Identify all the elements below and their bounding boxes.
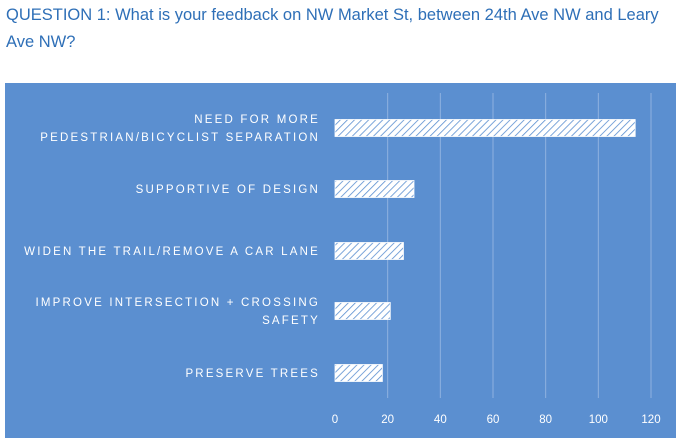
- x-tick-label: 120: [641, 414, 660, 426]
- question-title: QUESTION 1: What is your feedback on NW …: [6, 6, 659, 51]
- category-label: IMPROVE INTERSECTION + CROSSING: [36, 297, 321, 309]
- category-label: SAFETY: [262, 315, 320, 327]
- x-tick-label: 80: [539, 414, 552, 426]
- x-axis-ticks: 0 20 40 60 80 100 120: [332, 414, 661, 426]
- bar: [334, 302, 391, 320]
- category-label: PEDESTRIAN/BICYCLIST SEPARATION: [40, 132, 320, 144]
- category-label: PRESERVE TREES: [185, 368, 320, 380]
- category-labels: NEED FOR MORE PEDESTRIAN/BICYCLIST SEPARA…: [24, 114, 321, 380]
- x-tick-label: 0: [332, 414, 338, 426]
- category-label: WIDEN THE TRAIL/REMOVE A CAR LANE: [24, 246, 320, 258]
- bars: [334, 119, 636, 382]
- x-tick-label: 100: [589, 414, 608, 426]
- bar: [334, 180, 415, 198]
- category-label: SUPPORTIVE OF DESIGN: [136, 184, 320, 196]
- x-tick-label: 20: [381, 414, 394, 426]
- bar: [334, 119, 636, 137]
- bar: [334, 364, 383, 382]
- gridlines: [387, 93, 652, 398]
- x-tick-label: 40: [434, 414, 447, 426]
- bar: [334, 242, 404, 260]
- x-tick-label: 60: [487, 414, 500, 426]
- category-label: NEED FOR MORE: [194, 114, 320, 126]
